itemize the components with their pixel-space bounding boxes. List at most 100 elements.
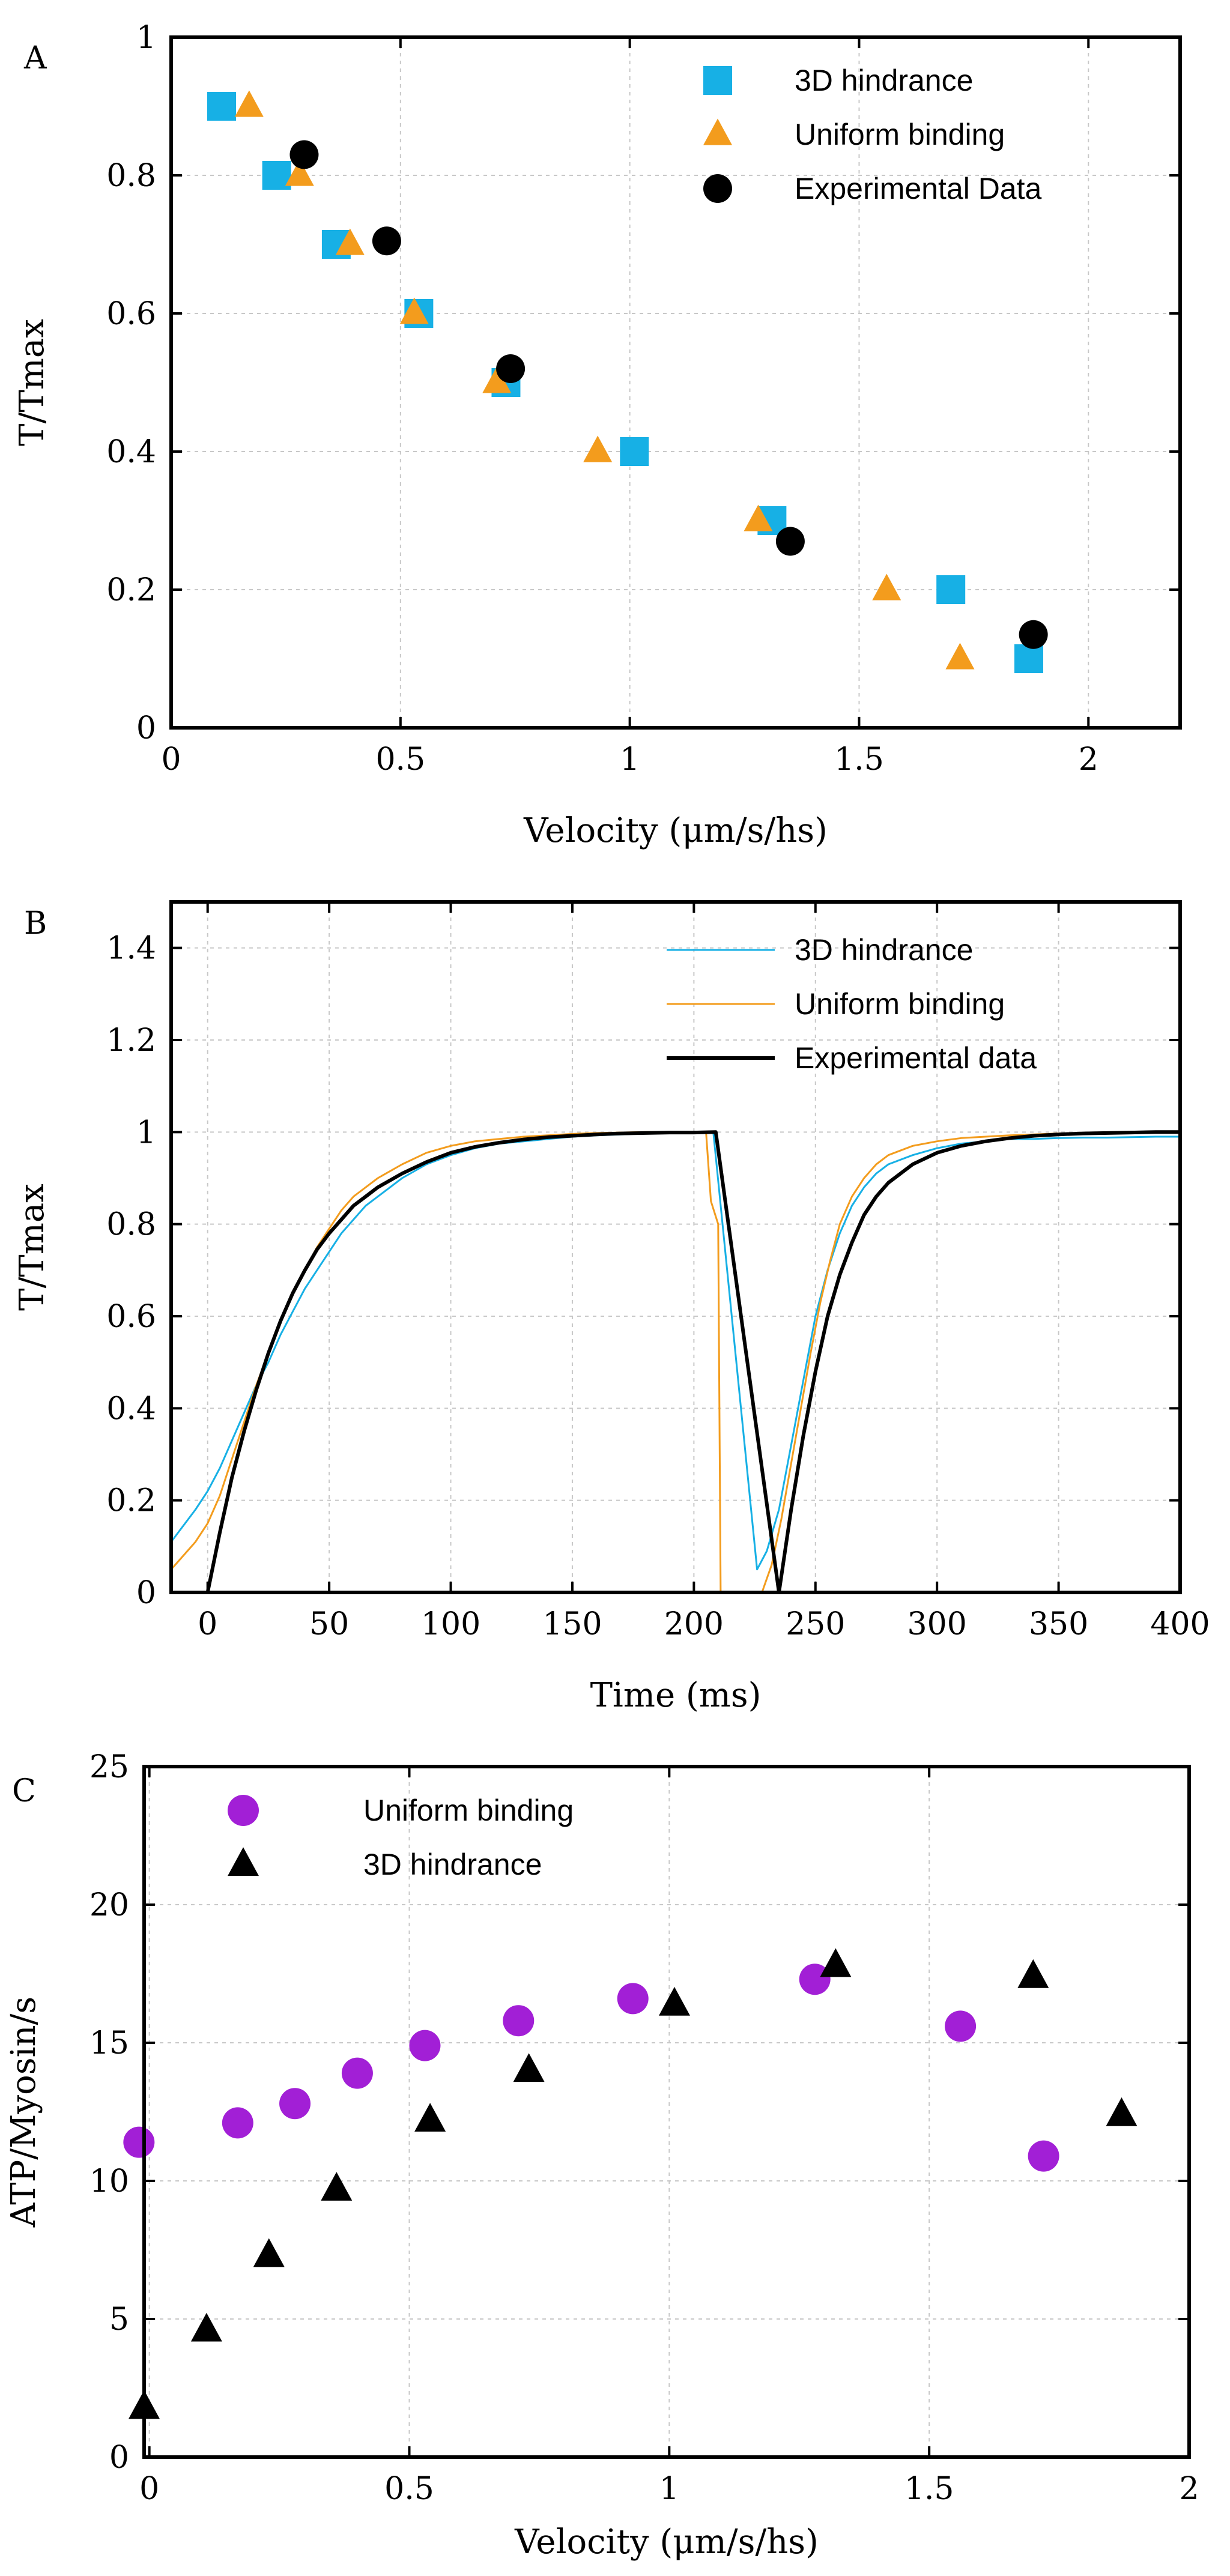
panel-c-xlabel: Velocity (μm/s/hs) xyxy=(514,2523,819,2562)
panel-c-legend-swatch-uniform-binding xyxy=(228,1795,259,1826)
panel-b-ytick-label: 0.2 xyxy=(106,1483,156,1519)
panel-a: A 0 0.5 1 1.5 2 0 0.2 0.4 0.6 0.8 1 Velocity (μm/s… xyxy=(13,20,1182,850)
panel-b-ytick-label: 0.6 xyxy=(106,1299,156,1335)
panel-c-ytick-label: 10 xyxy=(89,2163,129,2200)
panel-c-point-uniform-binding xyxy=(799,1964,831,1995)
panel-c-ytick-label: 5 xyxy=(109,2302,129,2338)
panel-c-point-uniform-binding xyxy=(222,2107,253,2139)
panel-b: B 0 50 100 150 200 250 300 350 400 0 0.2 0.4 0.6 0.8 1… xyxy=(13,900,1210,1715)
panel-b-xtick-label: 100 xyxy=(421,1606,480,1642)
panel-b-ytick-label: 1.2 xyxy=(106,1023,156,1059)
panel-c-point-uniform-binding xyxy=(409,2030,441,2061)
panel-a-point-uniform-binding xyxy=(482,366,512,393)
panel-b-legend: 3D hindrance Uniform binding Experimental … xyxy=(667,933,1037,1075)
panel-a-point-3d-hindrance xyxy=(1014,644,1043,673)
panel-b-legend-label-uniform-binding: Uniform binding xyxy=(795,987,1005,1021)
panel-c-ytick-label: 20 xyxy=(89,1887,129,1923)
panel-a-legend-swatch-experimental-data xyxy=(703,174,732,203)
panel-a-xtick-label: 0 xyxy=(161,742,181,778)
panel-a-frame xyxy=(169,35,1182,730)
panel-b-line-uniform-binding xyxy=(171,1131,1180,1592)
panel-b-xtick-label: 0 xyxy=(198,1606,217,1642)
panel-b-ytick-label: 0.4 xyxy=(106,1391,156,1427)
panel-a-legend-label-experimental-data: Experimental Data xyxy=(795,172,1041,205)
panel-a-ytick-label: 1 xyxy=(136,20,156,56)
panel-b-legend-label-3d-hindrance: 3D hindrance xyxy=(795,933,973,967)
panel-a-xlabel: Velocity (μm/s/hs) xyxy=(523,811,828,850)
panel-c-legend-swatch-3d-hindrance xyxy=(228,1847,259,1876)
panel-b-ytick-label: 0.8 xyxy=(106,1207,156,1243)
panel-a-point-uniform-binding xyxy=(234,90,264,117)
panel-c-ytick-label: 25 xyxy=(89,1749,129,1785)
panel-c-point-uniform-binding xyxy=(279,2088,311,2120)
panel-c-xtick-label: 2 xyxy=(1179,2471,1199,2507)
panel-b-frame xyxy=(169,900,1182,1594)
panel-a-legend: 3D hindrance Uniform binding Experimental … xyxy=(703,64,1041,205)
panel-b-line-experimental-data xyxy=(205,1130,1180,1592)
panel-a-point-uniform-binding xyxy=(945,642,975,670)
panel-a-legend-swatch-3d-hindrance xyxy=(703,66,732,95)
panel-b-xtick-label: 350 xyxy=(1029,1606,1088,1642)
panel-c-point-3d-hindrance xyxy=(513,2053,545,2082)
panel-a-ytick-label: 0 xyxy=(136,710,156,746)
panel-b-ticks: 0 50 100 150 200 250 300 350 400 0 0.2 0.4 0.6 0.8 1 1.… xyxy=(106,902,1210,1642)
panel-c-frame xyxy=(142,1765,1191,2459)
panel-b-xlabel: Time (ms) xyxy=(590,1676,762,1715)
panel-a-grid xyxy=(171,37,1180,728)
panel-c-letter: C xyxy=(12,1773,36,1809)
panel-c-point-uniform-binding xyxy=(1028,2140,1059,2172)
panel-a-point-3d-hindrance xyxy=(620,437,649,466)
panel-b-ytick-label: 1 xyxy=(136,1114,156,1150)
panel-b-xtick-label: 200 xyxy=(664,1606,724,1642)
panel-a-point-3d-hindrance xyxy=(207,92,236,121)
panel-a-letter: A xyxy=(23,40,47,76)
panel-c-point-3d-hindrance xyxy=(658,1986,690,2016)
panel-b-marks xyxy=(171,1130,1180,1592)
panel-a-xtick-label: 1.5 xyxy=(834,742,884,778)
panel-a-xtick-label: 1 xyxy=(620,742,640,778)
panel-b-ytick-label: 1.4 xyxy=(106,931,156,967)
panel-c-point-3d-hindrance xyxy=(321,2172,353,2201)
panel-a-marks xyxy=(207,90,1048,673)
panel-c-point-3d-hindrance xyxy=(253,2238,285,2267)
panel-b-xtick-label: 300 xyxy=(907,1606,967,1642)
panel-c-xtick-label: 0.5 xyxy=(384,2471,434,2507)
panel-c-xtick-label: 0 xyxy=(139,2471,159,2507)
panel-c-ylabel: ATP/Myosin/s xyxy=(4,1997,43,2228)
panel-b-xtick-label: 250 xyxy=(786,1606,845,1642)
panel-a-point-experimental-data xyxy=(496,354,526,383)
panel-c-point-uniform-binding xyxy=(123,2126,155,2158)
panel-a-xtick-label: 2 xyxy=(1079,742,1098,778)
panel-c-legend: Uniform binding 3D hindrance xyxy=(228,1794,574,1881)
panel-a-point-uniform-binding xyxy=(583,435,613,462)
panel-b-xtick-label: 400 xyxy=(1150,1606,1210,1642)
panel-a-point-uniform-binding xyxy=(872,573,901,600)
panel-c-point-3d-hindrance xyxy=(190,2312,222,2342)
panel-c-xtick-label: 1.5 xyxy=(904,2471,954,2507)
panel-b-ylabel: T/Tmax xyxy=(13,1184,52,1311)
panel-a-point-uniform-binding xyxy=(744,504,773,531)
panel-a-ytick-label: 0.2 xyxy=(106,572,156,608)
panel-a-ytick-label: 0.4 xyxy=(106,434,156,470)
panel-c-ytick-label: 15 xyxy=(89,2025,129,2061)
panel-c-point-3d-hindrance xyxy=(414,2103,446,2132)
panel-a-xtick-label: 0.5 xyxy=(375,742,425,778)
panel-c-marks xyxy=(123,1948,1138,2419)
panel-c-point-3d-hindrance xyxy=(820,1948,852,1977)
panel-a-legend-label-uniform-binding: Uniform binding xyxy=(795,118,1005,151)
panel-a-ylabel: T/Tmax xyxy=(13,319,52,446)
panel-b-grid xyxy=(171,902,1180,1592)
panel-a-legend-label-3d-hindrance: 3D hindrance xyxy=(795,64,973,97)
panel-b-xtick-label: 150 xyxy=(542,1606,602,1642)
panel-c-xtick-label: 1 xyxy=(659,2471,679,2507)
panel-a-point-experimental-data xyxy=(775,527,805,556)
panel-c-legend-label-uniform-binding: Uniform binding xyxy=(363,1794,574,1827)
panel-c-legend-label-3d-hindrance: 3D hindrance xyxy=(363,1848,542,1881)
panel-c-point-uniform-binding xyxy=(503,2005,535,2037)
panel-b-line-3d-hindrance xyxy=(171,1131,1180,1571)
panel-a-legend-swatch-uniform-binding xyxy=(703,118,732,145)
panel-c-ytick-label: 0 xyxy=(109,2440,129,2476)
